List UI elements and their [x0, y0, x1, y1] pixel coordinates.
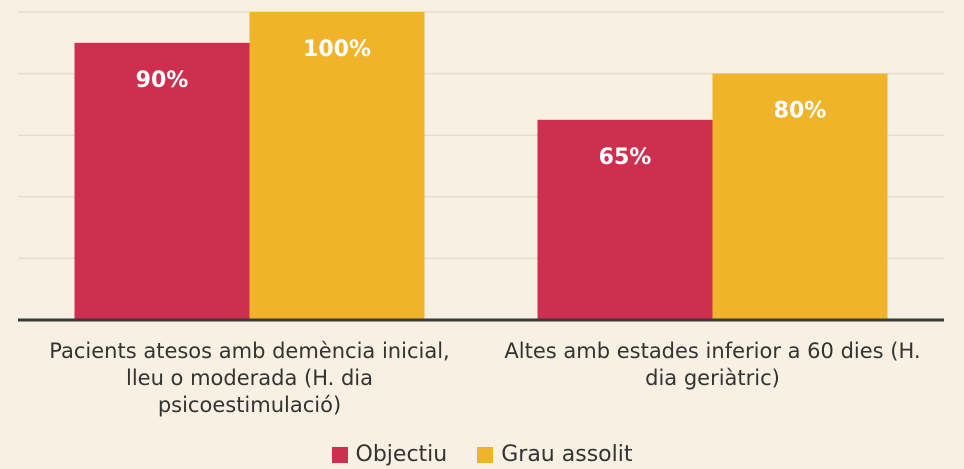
x-tick-label: Altes amb estades inferior a 60 dies (H.… — [504, 339, 921, 390]
legend-item: Grau assolit — [477, 442, 632, 467]
value-label: 90% — [136, 68, 189, 93]
bar — [74, 42, 250, 321]
value-label: 80% — [774, 99, 827, 124]
value-label: 65% — [599, 145, 652, 170]
bar — [249, 12, 425, 320]
legend-label: Objectiu — [355, 442, 448, 467]
value-label: 100% — [303, 37, 371, 62]
legend: Objectiu Grau assolit — [0, 442, 964, 467]
x-tick-label: Pacients atesos amb demència inicial, ll… — [49, 339, 450, 417]
legend-item: Objectiu — [331, 442, 448, 467]
bar — [712, 73, 888, 320]
bar — [537, 119, 713, 320]
legend-label: Grau assolit — [501, 442, 633, 467]
legend-swatch — [331, 446, 348, 463]
legend-swatch — [477, 446, 494, 463]
